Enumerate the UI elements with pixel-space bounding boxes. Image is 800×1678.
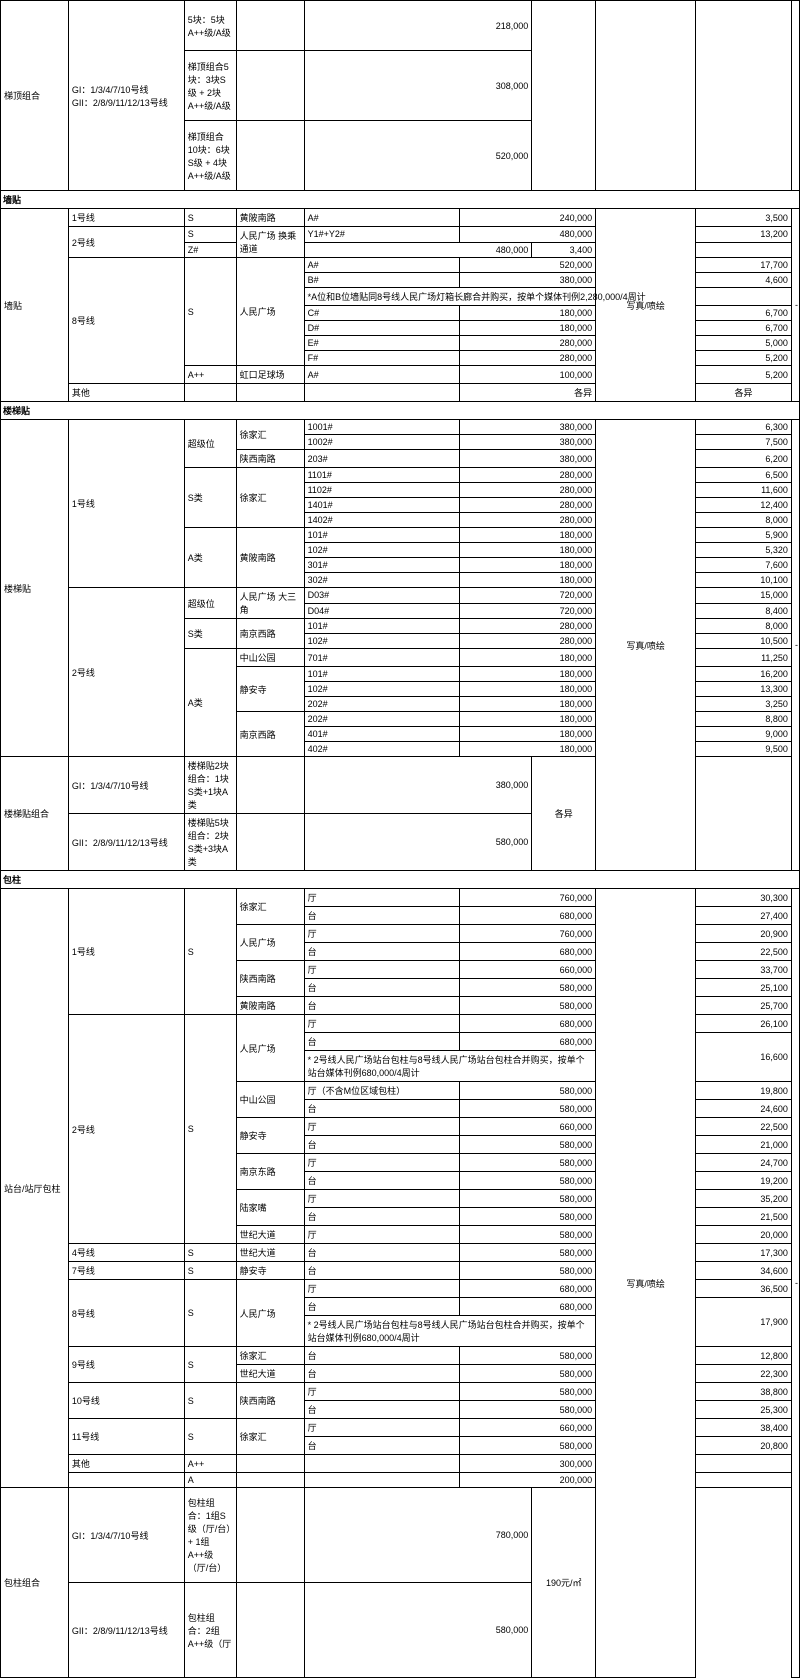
top-category: 梯顶组合 bbox=[1, 1, 69, 191]
loutitie-method: 写真/喷绘 bbox=[596, 420, 696, 871]
baozhu-category: 站台/站厅包柱 bbox=[1, 889, 69, 1488]
loutitie-combo-category: 楼梯贴组合 bbox=[1, 757, 69, 871]
pricing-table: 梯顶组合GI：1/3/4/7/10号线GII：2/8/9/11/12/13号线5… bbox=[0, 0, 800, 1678]
baozhu-method: 写真/喷绘 bbox=[596, 889, 696, 1678]
top-groups: GI：1/3/4/7/10号线GII：2/8/9/11/12/13号线 bbox=[68, 1, 184, 191]
section-loutitie: 楼梯贴 bbox=[1, 402, 800, 420]
loutitie-category: 楼梯贴 bbox=[1, 420, 69, 757]
section-qiangtie: 墙贴 bbox=[1, 191, 800, 209]
baozhu-combo-category: 包柱组合 bbox=[1, 1488, 69, 1678]
qiangtie-category: 墙贴 bbox=[1, 209, 69, 402]
section-baozhu: 包柱 bbox=[1, 871, 800, 889]
